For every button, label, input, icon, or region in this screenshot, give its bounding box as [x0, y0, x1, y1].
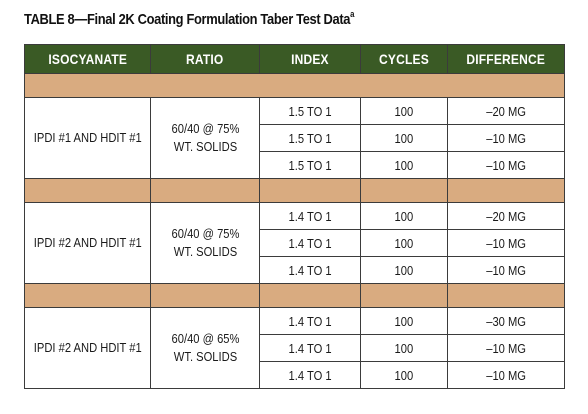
table-row: 1.5 TO 1 100 –10 MG — [25, 124, 565, 152]
index-cell: 1.4 TO 1 — [259, 361, 361, 389]
difference-cell: –20 MG — [447, 202, 565, 230]
separator-row — [24, 73, 565, 98]
table-row: 1.4 TO 1 100 –10 MG — [25, 334, 565, 362]
cycles-cell: 100 — [360, 361, 448, 389]
cycles-cell: 100 — [360, 124, 448, 152]
table-row: IPDI #2 AND HDIT #1 60/40 @ 75% WT. SOLID… — [24, 202, 565, 284]
separator-cell — [259, 178, 361, 203]
header-ratio: RATIO — [150, 44, 260, 74]
table-row: IPDI #1 AND HDIT #1 60/40 @ 75% WT. SOLID… — [24, 97, 565, 179]
index-cell: 1.4 TO 1 — [259, 229, 361, 257]
index-cell: 1.4 TO 1 — [259, 334, 361, 362]
cycles-cell: 100 — [360, 256, 448, 284]
index-cell: 1.5 TO 1 — [259, 151, 361, 179]
cycles-cell: 100 — [360, 202, 448, 230]
separator-cell — [360, 283, 448, 308]
separator-cell — [24, 178, 151, 203]
separator-cell — [24, 283, 151, 308]
cycles-cell: 100 — [360, 334, 448, 362]
header-cycles: CYCLES — [360, 44, 448, 74]
cycles-cell: 100 — [360, 307, 448, 335]
separator-row — [24, 178, 565, 203]
ratio-cell: 60/40 @ 75% WT. SOLIDS — [150, 202, 260, 284]
separator-cell — [24, 73, 565, 98]
difference-cell: –10 MG — [447, 124, 565, 152]
separator-cell — [150, 178, 260, 203]
index-cell: 1.4 TO 1 — [259, 307, 361, 335]
table-title: TABLE 8—Final 2K Coating Formulation Tab… — [24, 9, 355, 28]
isocyanate-cell: IPDI #1 AND HDIT #1 — [24, 97, 151, 179]
index-cell: 1.4 TO 1 — [259, 256, 361, 284]
isocyanate-cell: IPDI #2 AND HDIT #1 — [24, 307, 151, 389]
isocyanate-cell: IPDI #2 AND HDIT #1 — [24, 202, 151, 284]
ratio-cell: 60/40 @ 65% WT. SOLIDS — [150, 307, 260, 389]
header-isocyanate: ISOCYANATE — [24, 44, 151, 74]
header-index: INDEX — [259, 44, 361, 74]
header-difference: DIFFERENCE — [447, 44, 565, 74]
separator-cell — [360, 178, 448, 203]
separator-cell — [150, 283, 260, 308]
separator-row — [24, 283, 565, 308]
table-row: IPDI #2 AND HDIT #1 60/40 @ 65% WT. SOLID… — [24, 307, 565, 389]
difference-cell: –20 MG — [447, 97, 565, 125]
difference-cell: –30 MG — [447, 307, 565, 335]
cycles-cell: 100 — [360, 97, 448, 125]
difference-cell: –10 MG — [447, 256, 565, 284]
index-cell: 1.5 TO 1 — [259, 124, 361, 152]
ratio-cell: 60/40 @ 75% WT. SOLIDS — [150, 97, 260, 179]
difference-cell: –10 MG — [447, 361, 565, 389]
table-row: 1.5 TO 1 100 –10 MG — [25, 151, 565, 179]
footnote-marker: a — [350, 9, 355, 19]
taber-test-table: ISOCYANATE RATIO INDEX CYCLES DIFFERENCE… — [24, 44, 565, 389]
table-title-text: TABLE 8—Final 2K Coating Formulation Tab… — [24, 11, 351, 28]
separator-cell — [447, 283, 565, 308]
cycles-cell: 100 — [360, 229, 448, 257]
separator-cell — [447, 178, 565, 203]
index-cell: 1.5 TO 1 — [259, 97, 361, 125]
difference-cell: –10 MG — [447, 151, 565, 179]
cycles-cell: 100 — [360, 151, 448, 179]
table-row: 1.4 TO 1 100 –10 MG — [25, 361, 565, 389]
header-row: ISOCYANATE RATIO INDEX CYCLES DIFFERENCE — [24, 44, 565, 74]
table-row: 1.4 TO 1 100 –10 MG — [25, 229, 565, 257]
difference-cell: –10 MG — [447, 334, 565, 362]
difference-cell: –10 MG — [447, 229, 565, 257]
index-cell: 1.4 TO 1 — [259, 202, 361, 230]
table-row: 1.4 TO 1 100 –10 MG — [25, 256, 565, 284]
separator-cell — [259, 283, 361, 308]
